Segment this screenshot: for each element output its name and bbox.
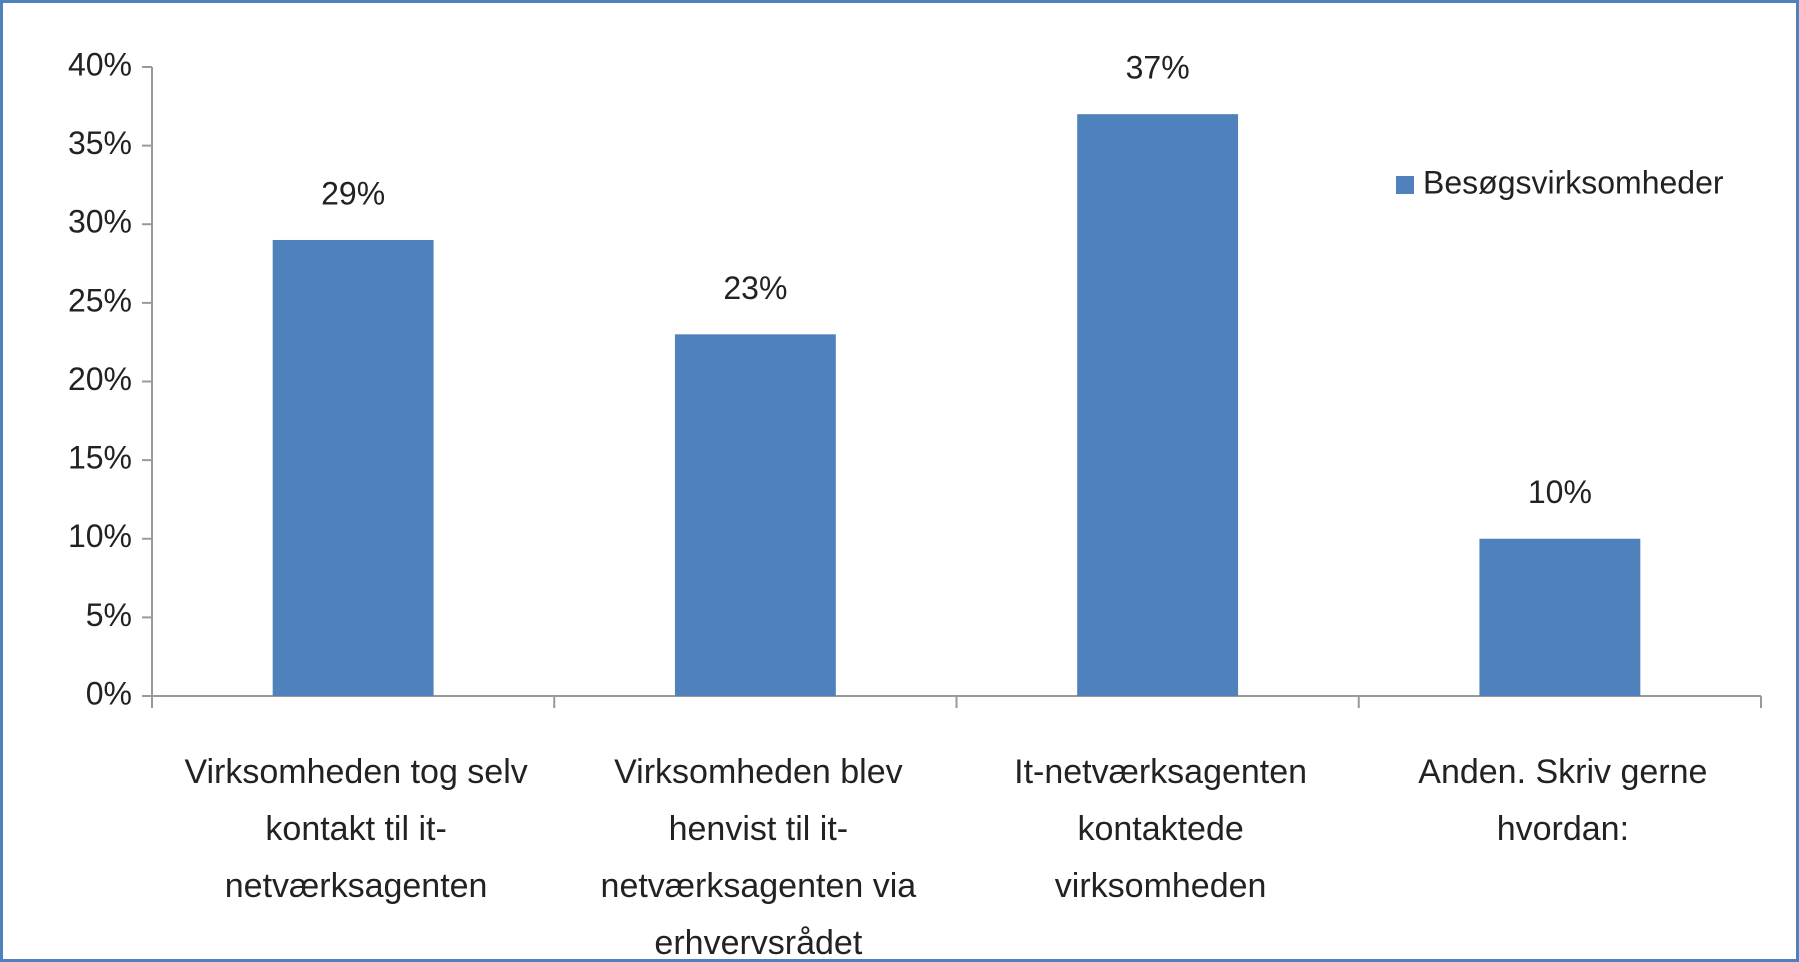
- x-tick-label: It-netværksagenten kontaktede virksomhed…: [1014, 753, 1308, 905]
- value-label: 23%: [723, 270, 787, 306]
- x-tick-label: Virksomheden blev henvist til it-netværk…: [600, 753, 917, 962]
- legend-label: Besøgsvirksomheder: [1423, 164, 1724, 200]
- y-tick-label: 40%: [68, 46, 132, 82]
- value-label: 10%: [1528, 474, 1592, 510]
- y-tick-label: 5%: [86, 597, 132, 633]
- x-tick-label: Virksomheden tog selv kontakt til it-net…: [184, 753, 528, 905]
- bar: [272, 239, 434, 696]
- y-tick-label: 25%: [68, 282, 132, 318]
- y-tick-label: 30%: [68, 204, 132, 240]
- y-tick-label: 10%: [68, 518, 132, 554]
- y-tick-label: 15%: [68, 440, 132, 476]
- y-tick-label: 0%: [86, 675, 132, 711]
- y-tick-label: 35%: [68, 125, 132, 161]
- bar: [1479, 538, 1641, 696]
- legend-swatch: [1396, 176, 1414, 194]
- bar: [1077, 114, 1239, 697]
- bar: [674, 334, 836, 696]
- y-tick-label: 20%: [68, 361, 132, 397]
- chart: 0% 5% 10% 15% 20% 25% 30% 35% 40% 29% 23% 37% 10% Bes…: [68, 46, 1762, 711]
- x-tick-label: Anden. Skriv gerne hvordan:: [1418, 753, 1708, 848]
- value-label: 37%: [1126, 50, 1190, 86]
- value-label: 29%: [321, 175, 385, 211]
